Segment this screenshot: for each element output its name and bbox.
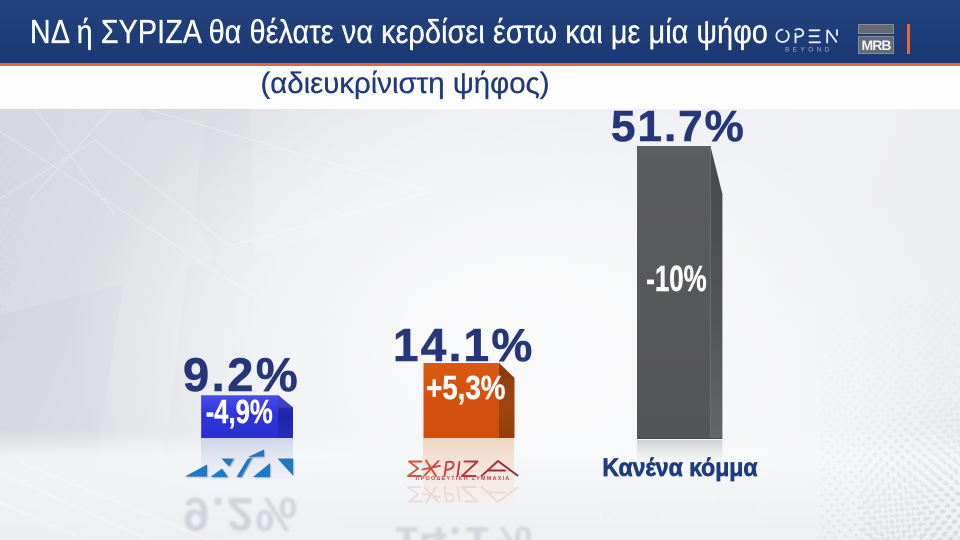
svg-text:BEYOND: BEYOND (785, 47, 833, 54)
